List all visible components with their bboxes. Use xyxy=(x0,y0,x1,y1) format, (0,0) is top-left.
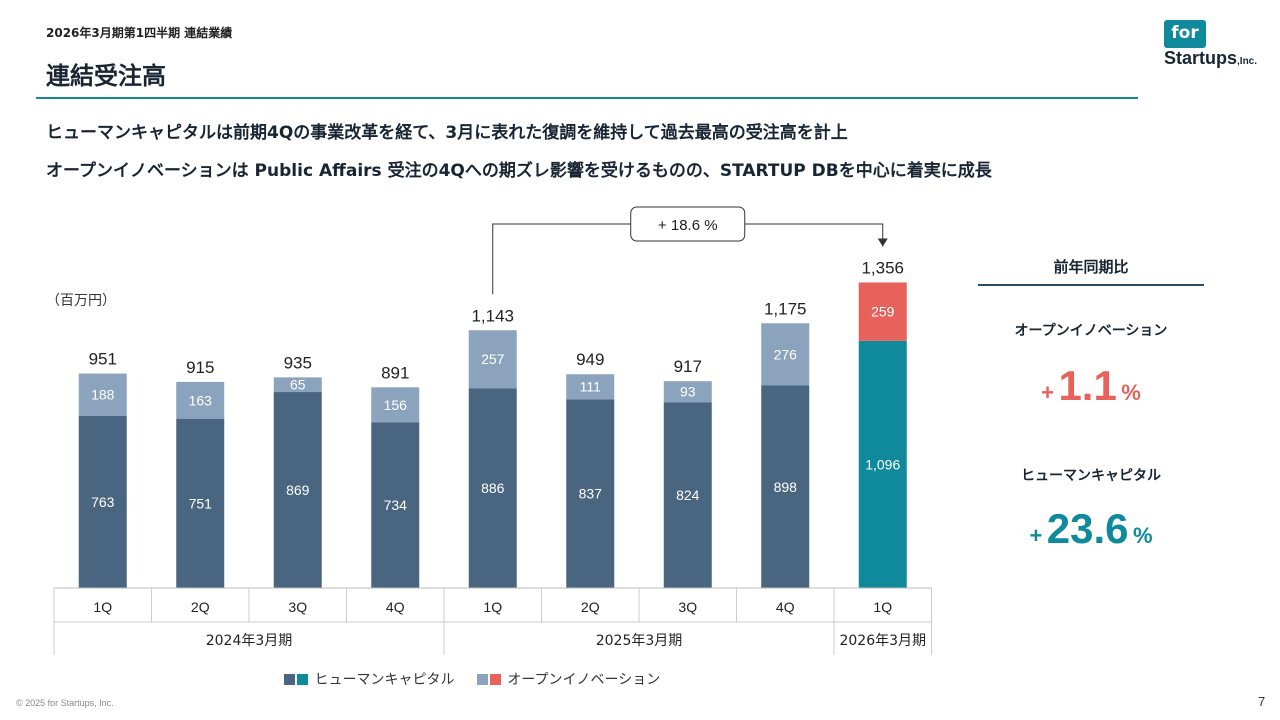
x-tick-label: 4Q xyxy=(776,599,795,615)
yoy-oi-value: + 1.1 % xyxy=(978,362,1204,410)
headline-1: ヒューマンキャピタルは前期4Qの事業改革を経て、3月に表れた復調を維持して過去最… xyxy=(46,123,848,143)
data-label-hc: 886 xyxy=(481,480,505,496)
bar-hc xyxy=(371,422,420,588)
x-tick-label: 2Q xyxy=(191,599,210,615)
bar-hc xyxy=(566,399,615,588)
total-label: 917 xyxy=(674,357,702,376)
logo-wordmark: Startups,Inc. xyxy=(1164,48,1257,69)
group-label: 2024年3月期 xyxy=(206,633,293,649)
growth-arrowhead xyxy=(877,238,888,247)
group-label: 2026年3月期 xyxy=(839,633,926,649)
data-label-oi: 93 xyxy=(680,384,696,400)
bar-oi xyxy=(566,374,615,400)
yoy-oi-label: オープンイノベーション xyxy=(1014,323,1168,339)
data-label-hc: 751 xyxy=(189,495,213,511)
x-tick-label: 1Q xyxy=(873,599,892,615)
yoy-hc-label: ヒューマンキャピタル xyxy=(1021,468,1161,484)
bar-oi xyxy=(371,387,420,423)
yoy-divider xyxy=(978,284,1204,286)
data-label-oi: 156 xyxy=(384,397,408,413)
bar-hc xyxy=(273,392,322,588)
bar-oi xyxy=(663,381,712,403)
bar-hc xyxy=(176,418,225,588)
bar-oi xyxy=(468,330,517,389)
x-tick-label: 1Q xyxy=(93,599,112,615)
logo-suffix: ,Inc. xyxy=(1237,56,1258,67)
yoy-hc-value: + 23.6 % xyxy=(978,505,1204,553)
bar-oi xyxy=(78,373,127,416)
data-label-hc: 734 xyxy=(384,497,408,513)
data-label-hc: 837 xyxy=(579,486,603,502)
chart-legend: ヒューマンキャピタル オープンイノベーション xyxy=(284,669,678,689)
growth-badge xyxy=(630,206,746,242)
data-label-hc: 898 xyxy=(774,479,798,495)
page-number: 7 xyxy=(1258,694,1266,709)
legend-label-oi: オープンイノベーション xyxy=(507,672,661,688)
yoy-hc-percent: % xyxy=(1132,523,1153,548)
section-subtitle: 2026年3月期第1四半期 連結業績 xyxy=(46,26,233,40)
legend-swatch-oi-prior xyxy=(476,674,488,685)
total-label: 951 xyxy=(89,350,117,369)
legend-label-hc: ヒューマンキャピタル xyxy=(314,672,455,688)
total-label: 915 xyxy=(186,358,214,377)
data-label-hc: 824 xyxy=(676,487,700,503)
data-label-oi: 259 xyxy=(871,304,895,320)
yoy-title: 前年同期比 xyxy=(1053,258,1129,276)
bar-hc xyxy=(78,415,127,588)
total-label: 949 xyxy=(576,350,604,369)
group-label: 2025年3月期 xyxy=(596,633,683,649)
growth-label: + 18.6 % xyxy=(658,217,718,234)
order-volume-chart: （百万円） 763 188 951 751 163 915 869 65 935 734 156 891… xyxy=(46,206,932,655)
bar-oi xyxy=(761,323,810,386)
legend-swatch-hc-prior xyxy=(284,674,295,685)
bar-hc xyxy=(761,385,810,588)
data-label-oi: 188 xyxy=(91,387,115,403)
unit-label: （百万円） xyxy=(46,293,116,309)
bar-oi xyxy=(176,381,225,419)
legend-item-hc: ヒューマンキャピタル xyxy=(284,672,459,688)
data-label-oi: 111 xyxy=(580,379,601,395)
total-label: 1,175 xyxy=(764,299,807,318)
title-divider xyxy=(36,97,1138,99)
page-title: 連結受注高 xyxy=(46,62,166,90)
legend-swatch-hc-current xyxy=(297,674,308,685)
data-label-oi: 276 xyxy=(774,346,798,362)
legend-item-oi: オープンイノベーション xyxy=(476,672,661,688)
data-label-oi: 163 xyxy=(189,392,213,408)
total-label: 1,356 xyxy=(861,258,904,277)
data-label-oi: 65 xyxy=(290,377,306,393)
yoy-hc-plus: + xyxy=(1029,523,1043,548)
yoy-oi-number: 1.1 xyxy=(1058,362,1117,409)
yoy-oi-plus: + xyxy=(1041,380,1054,405)
x-tick-label: 2Q xyxy=(581,599,600,615)
bar-oi xyxy=(858,282,907,341)
x-tick-label: 1Q xyxy=(483,599,502,615)
x-tick-label: 3Q xyxy=(678,599,697,615)
total-label: 935 xyxy=(284,353,312,372)
total-label: 1,143 xyxy=(471,306,514,325)
data-label-hc: 763 xyxy=(91,494,115,510)
data-label-hc: 1,096 xyxy=(865,456,900,472)
bar-hc xyxy=(468,388,517,588)
legend-swatch-oi-current xyxy=(489,674,501,685)
logo-name: Startups xyxy=(1164,48,1238,68)
total-label: 891 xyxy=(381,363,409,382)
data-label-hc: 869 xyxy=(286,482,310,498)
bar-hc xyxy=(858,340,907,588)
company-logo: for Startups,Inc. xyxy=(1160,18,1270,74)
bar-oi xyxy=(273,377,322,393)
logo-mark: for xyxy=(1164,20,1206,48)
x-tick-label: 3Q xyxy=(288,599,307,615)
bar-hc xyxy=(663,402,712,588)
yoy-oi-percent: % xyxy=(1121,380,1141,405)
yoy-hc-number: 23.6 xyxy=(1046,505,1129,552)
headline-2: オープンイノベーションは Public Affairs 受注の4Qへの期ズレ影響… xyxy=(46,161,992,181)
copyright: © 2025 for Startups, Inc. xyxy=(16,698,114,708)
data-label-oi: 257 xyxy=(481,351,505,367)
x-tick-label: 4Q xyxy=(386,599,405,615)
